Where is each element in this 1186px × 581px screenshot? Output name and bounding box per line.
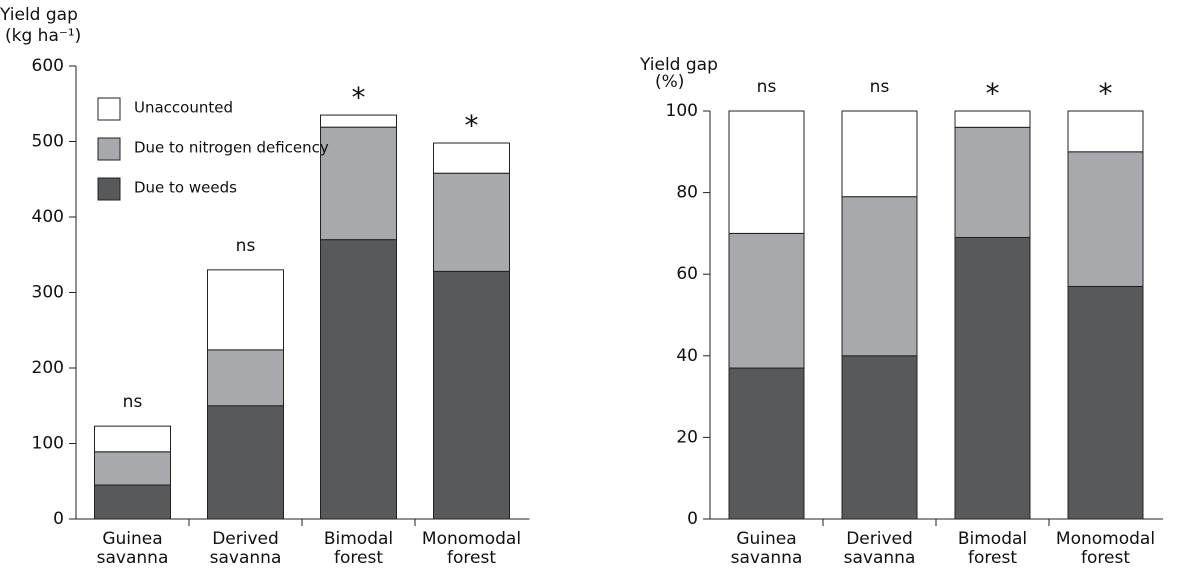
significance-label: * xyxy=(1099,77,1113,110)
legend-swatch xyxy=(97,97,121,121)
x-tick-label: Guinea xyxy=(102,529,162,549)
bar-segment xyxy=(433,142,510,174)
x-tick-label: Monomodal xyxy=(422,529,521,549)
bar-segment xyxy=(1067,285,1144,520)
y-axis-label: Yield gap xyxy=(0,5,78,25)
x-tick-label: savanna xyxy=(97,548,169,568)
bar-segment xyxy=(433,172,510,272)
x-tick-label: Monomodal xyxy=(1056,529,1155,549)
x-tick-label: forest xyxy=(447,548,496,568)
bar-segment xyxy=(94,451,171,486)
bar-segment xyxy=(94,484,171,520)
y-tick-label: 100 xyxy=(666,101,698,121)
y-tick-label: 400 xyxy=(32,207,64,227)
significance-label: * xyxy=(352,81,366,114)
y-tick-label: 20 xyxy=(676,427,698,447)
bar-segment xyxy=(954,236,1031,520)
y-tick-label: 80 xyxy=(676,183,698,203)
legend-label: Unaccounted xyxy=(134,99,233,117)
bar-segment xyxy=(954,110,1031,128)
y-tick-label: 60 xyxy=(676,264,698,284)
y-tick-label: 300 xyxy=(32,283,64,303)
x-tick-label: forest xyxy=(1081,548,1130,568)
bar-segment xyxy=(728,232,805,369)
significance-label: ns xyxy=(123,392,143,412)
bar-segment xyxy=(207,405,284,520)
y-axis-label: Yield gap xyxy=(639,55,718,75)
y-axis-label: (kg ha⁻¹) xyxy=(5,26,81,46)
bar-segment xyxy=(207,349,284,407)
legend-label: Due to weeds xyxy=(134,179,237,197)
legend-swatch xyxy=(97,137,121,161)
significance-label: * xyxy=(986,77,1000,110)
y-axis-label: (%) xyxy=(655,72,684,92)
x-tick-label: forest xyxy=(334,548,383,568)
y-tick-label: 40 xyxy=(676,346,698,366)
x-tick-label: savanna xyxy=(210,548,282,568)
bar-segment xyxy=(320,114,397,128)
bar-segment xyxy=(207,269,284,351)
x-tick-label: Derived xyxy=(846,529,913,549)
bar-segment xyxy=(841,110,918,198)
y-tick-label: 0 xyxy=(687,509,698,529)
x-tick-label: savanna xyxy=(731,548,803,568)
significance-label: * xyxy=(465,109,479,142)
y-tick-label: 0 xyxy=(53,509,64,529)
significance-label: ns xyxy=(870,77,890,97)
x-tick-label: forest xyxy=(968,548,1017,568)
bar-segment xyxy=(728,367,805,520)
bar-segment xyxy=(841,355,918,520)
bar-segment xyxy=(320,239,397,520)
legend-label: Due to nitrogen deficency xyxy=(134,139,329,157)
bar-segment xyxy=(320,126,397,241)
y-tick-label: 500 xyxy=(32,132,64,152)
bar-segment xyxy=(728,110,805,234)
significance-label: ns xyxy=(757,77,777,97)
significance-label: ns xyxy=(236,236,256,256)
x-tick-label: Guinea xyxy=(736,529,796,549)
bar-segment xyxy=(1067,151,1144,287)
legend-swatch xyxy=(97,177,121,201)
bar-segment xyxy=(841,196,918,357)
y-tick-label: 100 xyxy=(32,434,64,454)
x-tick-label: savanna xyxy=(844,548,916,568)
y-tick-label: 600 xyxy=(32,56,64,76)
bar-segment xyxy=(954,126,1031,238)
x-tick-label: Bimodal xyxy=(958,529,1027,549)
bar-segment xyxy=(94,425,171,453)
bar-segment xyxy=(433,270,510,520)
x-tick-label: Derived xyxy=(212,529,279,549)
x-tick-label: Bimodal xyxy=(324,529,393,549)
y-tick-label: 200 xyxy=(32,358,64,378)
bar-segment xyxy=(1067,110,1144,153)
